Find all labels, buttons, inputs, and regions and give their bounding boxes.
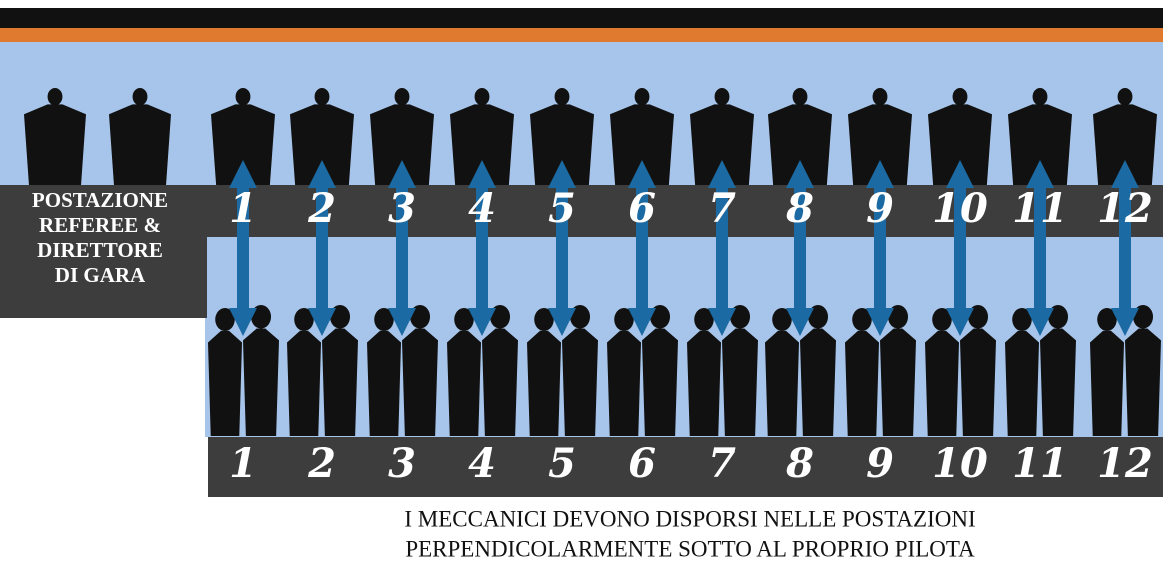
body <box>1005 331 1039 436</box>
body <box>367 331 401 436</box>
body <box>642 329 678 436</box>
head <box>873 88 888 105</box>
body <box>925 331 959 436</box>
mechanic-number: 1 <box>229 440 257 487</box>
mechanic-number: 11 <box>1012 440 1068 487</box>
pilot-number: 3 <box>388 185 416 232</box>
body <box>607 331 641 436</box>
pilot-number: 11 <box>1012 185 1068 232</box>
top-black-bar <box>0 8 1163 30</box>
mechanic-number: 10 <box>932 440 988 487</box>
mechanic-number: 8 <box>785 440 814 487</box>
diagram: POSTAZIONEREFEREE &DIRETTOREDI GARA12345… <box>0 0 1163 565</box>
body <box>960 329 996 436</box>
referee-label: DI GARA <box>55 263 146 287</box>
mechanic-number: 4 <box>468 440 496 487</box>
referee-label: POSTAZIONE <box>32 188 168 212</box>
mechanic-number: 5 <box>548 440 576 487</box>
head <box>555 88 570 105</box>
body <box>562 329 598 436</box>
body <box>800 329 836 436</box>
body <box>1040 329 1076 436</box>
body <box>109 104 171 185</box>
pilot-number: 2 <box>307 185 336 232</box>
pilot-number: 7 <box>708 185 736 232</box>
orange-stripe <box>0 28 1163 42</box>
body <box>208 331 242 436</box>
head <box>236 88 251 105</box>
head <box>48 88 63 105</box>
body <box>880 329 916 436</box>
head <box>475 88 490 105</box>
body <box>243 329 279 436</box>
pilot-number: 9 <box>866 185 894 232</box>
body <box>722 329 758 436</box>
head <box>1033 88 1048 105</box>
mechanic-number: 9 <box>866 440 894 487</box>
body <box>402 329 438 436</box>
referee-label: REFEREE & <box>39 213 161 237</box>
body <box>447 331 481 436</box>
mechanic-number: 2 <box>307 440 336 487</box>
head <box>133 88 148 105</box>
body <box>527 331 561 436</box>
body <box>687 331 721 436</box>
pilot-number: 6 <box>628 185 656 232</box>
pilot-number: 4 <box>468 185 496 232</box>
caption: PERPENDICOLARMENTE SOTTO AL PROPRIO PILO… <box>405 536 975 561</box>
mechanic-number: 12 <box>1097 440 1153 487</box>
body <box>322 329 358 436</box>
head <box>953 88 968 105</box>
body <box>24 104 86 185</box>
mechanic-number: 3 <box>388 440 416 487</box>
body <box>1090 331 1124 436</box>
pilot-number: 10 <box>932 185 988 232</box>
body <box>287 331 321 436</box>
body <box>845 331 879 436</box>
body <box>482 329 518 436</box>
mechanic-number: 6 <box>628 440 656 487</box>
body <box>765 331 799 436</box>
body <box>1125 329 1161 436</box>
pilot-number: 5 <box>548 185 576 232</box>
head <box>315 88 330 105</box>
head <box>793 88 808 105</box>
head <box>715 88 730 105</box>
head <box>1118 88 1133 105</box>
referee-label: DIRETTORE <box>37 238 163 262</box>
head <box>395 88 410 105</box>
mechanic-number: 7 <box>708 440 736 487</box>
head <box>635 88 650 105</box>
pilot-number: 12 <box>1097 185 1153 232</box>
caption: I MECCANICI DEVONO DISPORSI NELLE POSTAZ… <box>404 506 975 531</box>
pilot-number: 8 <box>785 185 814 232</box>
pilot-number: 1 <box>229 185 257 232</box>
